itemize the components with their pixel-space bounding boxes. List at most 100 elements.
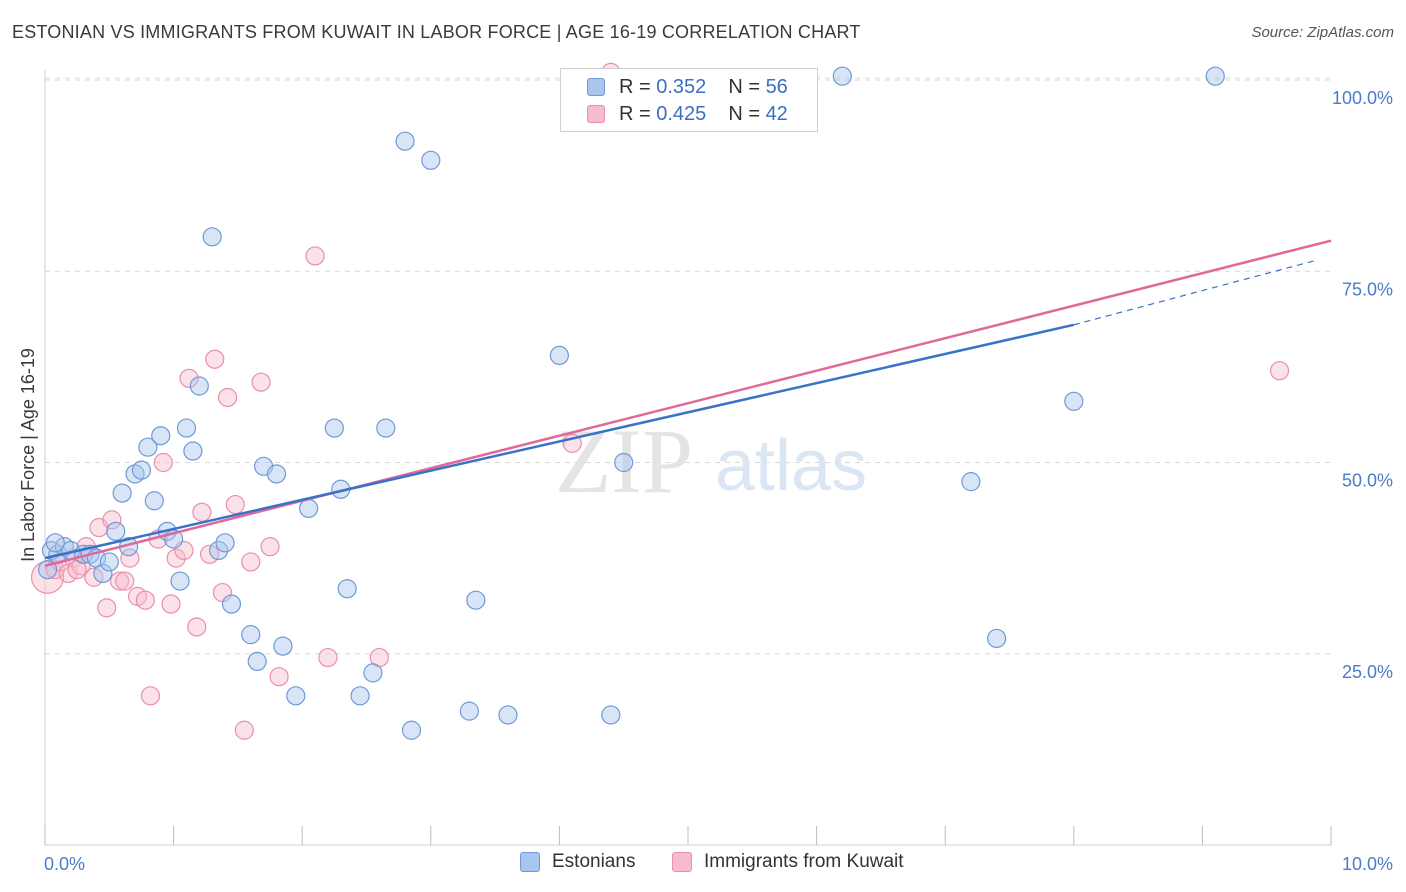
legend-r-value: 0.425 <box>656 102 707 125</box>
axes <box>44 70 1332 846</box>
estonians-trend-extension <box>1073 259 1319 326</box>
y-tick-label: 100.0% <box>1332 88 1393 108</box>
legend-r-label: R = <box>619 102 651 125</box>
estonians-point <box>614 452 634 473</box>
estonians-point <box>215 533 235 553</box>
y-tick-label: 50.0% <box>1342 471 1393 491</box>
source-label: Source: ZipAtlas.com <box>1251 24 1394 41</box>
kuwait-point <box>241 552 261 572</box>
x-tick-label: 10.0% <box>1342 854 1393 874</box>
legend-r-label: R = <box>619 75 651 98</box>
bottom-legend-label-kuwait: Immigrants from Kuwait <box>704 851 904 872</box>
estonians-point <box>138 437 158 457</box>
estonians-point <box>189 376 209 396</box>
estonians-point <box>202 227 222 247</box>
kuwait-point <box>205 349 225 369</box>
estonians-point <box>401 720 422 740</box>
kuwait-point <box>251 372 271 392</box>
kuwait-point <box>115 571 135 591</box>
legend-n-label: N = <box>728 102 760 125</box>
kuwait-point <box>192 502 212 522</box>
kuwait-point <box>225 494 245 515</box>
trend-lines <box>44 239 1332 567</box>
watermark-atlas: atlas <box>715 426 867 506</box>
kuwait-point <box>269 667 289 687</box>
kuwait-point <box>218 387 238 408</box>
estonians-trend-line <box>44 323 1075 560</box>
kuwait-point <box>234 720 254 740</box>
kuwait-trend-line <box>44 239 1332 567</box>
estonians-point <box>241 625 261 645</box>
estonians-point <box>151 426 171 446</box>
legend-swatch-kuwait <box>587 105 605 123</box>
estonians-point <box>266 464 287 484</box>
legend-n-value: 42 <box>765 102 788 125</box>
estonians-point <box>299 498 319 518</box>
kuwait-point <box>166 548 186 568</box>
estonians-point <box>221 594 242 614</box>
estonians-point <box>459 701 479 721</box>
legend-swatch-estonians <box>587 78 605 96</box>
kuwait-point <box>102 510 122 530</box>
estonians-point <box>273 636 293 656</box>
estonians-point <box>93 563 113 584</box>
kuwait-point <box>109 571 130 591</box>
kuwait-points <box>30 62 1290 740</box>
legend-row-kuwait: R = 0.425 N = 42 <box>587 101 788 127</box>
kuwait-point <box>140 686 161 706</box>
chart-title: ESTONIAN VS IMMIGRANTS FROM KUWAIT IN LA… <box>12 22 861 42</box>
estonians-point <box>247 651 267 672</box>
kuwait-point <box>153 452 173 473</box>
kuwait-point <box>135 590 155 610</box>
estonians-point <box>99 552 119 572</box>
estonians-point <box>601 705 621 725</box>
legend-n-value: 56 <box>765 75 788 98</box>
estonians-point <box>961 472 981 492</box>
legend-row-estonians: R = 0.352 N = 56 <box>587 74 788 100</box>
legend: R = 0.352 N = 56 R = 0.425 N = 42 <box>560 68 818 132</box>
estonians-point <box>183 441 203 461</box>
estonians-point <box>112 483 132 503</box>
kuwait-point <box>260 537 280 557</box>
estonians-point <box>337 579 357 599</box>
estonians-point <box>466 590 486 610</box>
estonians-point <box>421 150 441 170</box>
estonians-point <box>286 686 306 706</box>
estonians-point <box>395 131 415 151</box>
estonians-point <box>324 418 344 438</box>
bottom-legend-swatch-kuwait <box>672 852 692 872</box>
gridlines <box>45 77 1331 655</box>
bottom-legend-swatch-estonians <box>520 852 540 872</box>
kuwait-point <box>1269 361 1290 381</box>
y-axis-label: In Labor Force | Age 16-19 <box>18 348 38 562</box>
estonians-point <box>176 418 197 438</box>
estonians-point <box>832 66 852 86</box>
tick-labels: 25.0% 50.0% 75.0% 100.0% 0.0% 10.0% <box>44 88 1393 874</box>
bottom-legend-kuwait: Immigrants from Kuwait <box>672 851 904 873</box>
kuwait-point <box>179 368 199 388</box>
kuwait-point <box>161 594 181 614</box>
kuwait-point <box>305 246 325 266</box>
kuwait-point <box>318 647 338 668</box>
estonians-points <box>37 66 1225 740</box>
estonians-point <box>363 663 383 683</box>
estonians-point <box>350 686 370 706</box>
estonians-point <box>498 705 518 725</box>
estonians-point <box>1064 391 1084 411</box>
y-tick-label: 25.0% <box>1342 662 1393 682</box>
estonians-point <box>987 628 1007 649</box>
estonians-point <box>170 571 190 591</box>
estonians-point <box>106 521 126 541</box>
estonians-point <box>209 540 229 561</box>
bottom-legend-label-estonians: Estonians <box>552 851 636 872</box>
y-tick-label: 75.0% <box>1342 279 1393 299</box>
legend-n-label: N = <box>728 75 760 98</box>
legend-r-value: 0.352 <box>656 75 707 98</box>
x-tick-label: 0.0% <box>44 854 85 874</box>
estonians-point <box>1205 66 1225 86</box>
bottom-legend-estonians: Estonians <box>520 851 635 873</box>
kuwait-point <box>187 617 207 637</box>
estonians-point <box>549 345 570 365</box>
estonians-point <box>376 418 396 438</box>
